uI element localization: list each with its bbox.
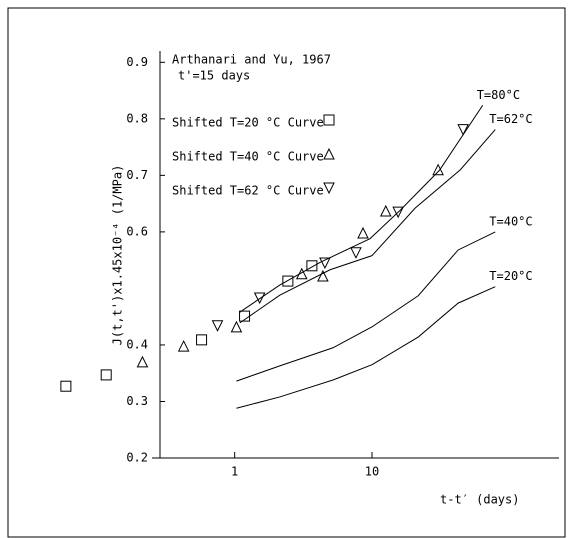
y-tick-label: 0.7 [126,168,148,182]
marker [230,320,243,333]
curve [236,286,496,409]
marker [100,369,112,381]
x-axis-label: t-t′ (days) [440,493,519,507]
curve-label: T=20°C [489,269,532,283]
curve-label: T=40°C [489,214,532,228]
curve [239,104,484,313]
curve-label: T=80°C [477,88,520,102]
marker [457,124,469,136]
marker [350,247,362,259]
y-axis-label: J(t,t')x1.45x10⁻⁴ (1/MPa) [111,165,125,346]
chart-subtitle: t'=15 days [178,69,250,83]
y-tick-label: 0.9 [126,55,148,69]
chart-title: Arthanari and Yu, 1967 [172,53,331,67]
curve [236,231,496,382]
y-tick-label: 0.6 [126,224,148,238]
marker [319,257,331,270]
x-tick-label: 1 [231,465,238,479]
legend-label: Shifted T=40 °C Curve [172,150,324,164]
legend-marker [323,147,335,160]
curve-label: T=62°C [489,112,532,126]
marker [211,320,224,332]
legend-marker [323,114,335,126]
marker [239,310,251,322]
marker [317,269,329,282]
y-tick-label: 0.3 [126,394,148,408]
x-tick-label: 10 [365,465,379,479]
marker [306,260,318,272]
y-tick-label: 0.4 [126,337,148,351]
legend-label: Shifted T=20 °C Curve [172,116,324,130]
curve [239,129,496,324]
marker [196,334,208,346]
y-tick-label: 0.2 [126,451,148,465]
marker [282,275,294,287]
marker [295,267,308,280]
marker [432,163,444,176]
marker [177,339,190,352]
marker [379,204,392,217]
frame [7,7,566,538]
marker [136,355,149,368]
y-tick-label: 0.8 [126,111,148,125]
marker [60,380,72,392]
legend-label: Shifted T=62 °C Curve [172,184,324,198]
marker [392,206,404,219]
marker [357,226,369,239]
marker [253,292,266,305]
legend-marker [323,182,335,195]
